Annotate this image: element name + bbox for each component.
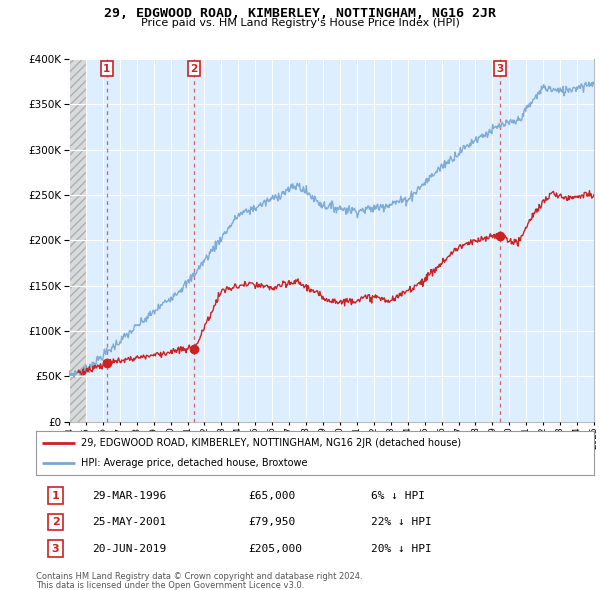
- Text: 20% ↓ HPI: 20% ↓ HPI: [371, 543, 431, 553]
- Text: 29, EDGWOOD ROAD, KIMBERLEY, NOTTINGHAM, NG16 2JR: 29, EDGWOOD ROAD, KIMBERLEY, NOTTINGHAM,…: [104, 7, 496, 20]
- Text: 6% ↓ HPI: 6% ↓ HPI: [371, 491, 425, 501]
- Bar: [69, 59, 86, 422]
- Text: £79,950: £79,950: [248, 517, 295, 527]
- Text: 29-MAR-1996: 29-MAR-1996: [92, 491, 166, 501]
- Text: Price paid vs. HM Land Registry's House Price Index (HPI): Price paid vs. HM Land Registry's House …: [140, 18, 460, 28]
- Text: Contains HM Land Registry data © Crown copyright and database right 2024.: Contains HM Land Registry data © Crown c…: [36, 572, 362, 581]
- Text: HPI: Average price, detached house, Broxtowe: HPI: Average price, detached house, Brox…: [80, 458, 307, 468]
- Text: 22% ↓ HPI: 22% ↓ HPI: [371, 517, 431, 527]
- Text: 3: 3: [497, 64, 504, 74]
- Text: 1: 1: [103, 64, 110, 74]
- Text: £65,000: £65,000: [248, 491, 295, 501]
- Text: 20-JUN-2019: 20-JUN-2019: [92, 543, 166, 553]
- Text: 3: 3: [52, 543, 59, 553]
- Text: 2: 2: [52, 517, 59, 527]
- Text: 29, EDGWOOD ROAD, KIMBERLEY, NOTTINGHAM, NG16 2JR (detached house): 29, EDGWOOD ROAD, KIMBERLEY, NOTTINGHAM,…: [80, 438, 461, 448]
- Text: 1: 1: [52, 491, 59, 501]
- Text: 2: 2: [191, 64, 198, 74]
- Text: £205,000: £205,000: [248, 543, 302, 553]
- Text: 25-MAY-2001: 25-MAY-2001: [92, 517, 166, 527]
- Text: This data is licensed under the Open Government Licence v3.0.: This data is licensed under the Open Gov…: [36, 581, 304, 590]
